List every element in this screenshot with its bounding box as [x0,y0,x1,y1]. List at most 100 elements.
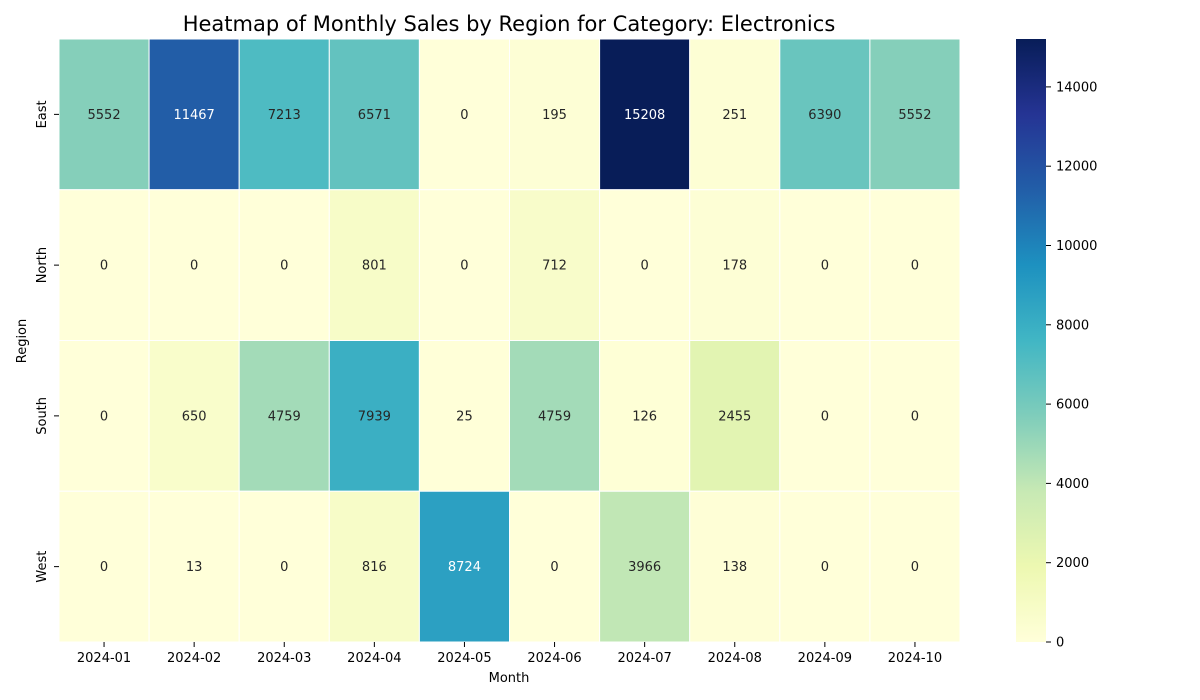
heatmap-cell [599,189,691,341]
cell-value-label: 13 [186,560,203,575]
cell-value-label: 11467 [173,108,214,123]
x-tick-label: 2024-06 [527,651,581,666]
heatmap-cell [689,38,781,191]
heatmap-cell [869,340,961,492]
y-tick-label: East [35,100,50,128]
colorbar: 0 2000 4000 6000 8000 10000 12000 14000 [1016,39,1097,651]
heatmap-cell [148,340,240,492]
cell-value-label: 816 [362,560,387,575]
heatmap-cell [58,490,150,643]
heatmap-cell [599,340,691,492]
heatmap-cell [238,189,330,341]
heatmap-cell [509,38,601,191]
colorbar-tick-label: 14000 [1056,80,1097,95]
y-axis-ticks: East North South West [35,100,59,583]
y-axis-label: Region [15,319,30,364]
colorbar-tick-label: 2000 [1056,556,1089,571]
colorbar-tick-label: 6000 [1056,398,1089,413]
cell-value-label: 801 [362,259,387,274]
heatmap-cell [58,38,150,191]
cell-value-label: 3966 [628,560,661,575]
heatmap-cell [238,340,330,492]
cell-value-label: 7939 [358,409,391,424]
cell-value-label: 0 [641,259,649,274]
colorbar-gradient [1016,39,1046,642]
cell-value-label: 0 [460,259,468,274]
colorbar-tick-label: 8000 [1056,318,1089,333]
x-tick-label: 2024-07 [617,651,671,666]
cell-value-label: 6571 [358,108,391,123]
cell-value-label: 138 [722,560,747,575]
cell-value-label: 0 [100,259,108,274]
cell-value-label: 0 [280,560,288,575]
heatmap-cell [418,340,510,492]
cell-value-label: 6390 [808,108,841,123]
x-tick-label: 2024-08 [708,651,762,666]
cell-value-label: 0 [821,560,829,575]
cell-value-label: 0 [821,409,829,424]
cell-value-label: 0 [280,259,288,274]
heatmap-cell [869,189,961,341]
heatmap-cells: 5552 11467 7213 6571 0 195 15208 251 6390 5552 0 0 0… [58,38,961,643]
y-tick-label: North [35,247,50,283]
cell-value-label: 5552 [898,108,931,123]
cell-value-label: 0 [821,259,829,274]
heatmap-cell [779,340,871,492]
heatmap-cell [689,340,781,492]
heatmap-cell [869,490,961,643]
y-tick-label: West [35,551,50,583]
heatmap-cell [689,490,781,643]
x-tick-label: 2024-10 [888,651,942,666]
y-tick-label: South [35,397,50,435]
cell-value-label: 2455 [718,409,751,424]
heatmap-cell [418,490,510,643]
cell-value-label: 7213 [268,108,301,123]
heatmap-cell [328,189,420,341]
heatmap-cell [509,189,601,341]
heatmap-cell [689,189,781,341]
cell-value-label: 0 [190,259,198,274]
heatmap-cell [599,490,691,643]
x-tick-label: 2024-05 [437,651,491,666]
x-tick-label: 2024-01 [77,651,131,666]
cell-value-label: 4759 [538,409,571,424]
colorbar-tick-label: 12000 [1056,160,1097,175]
heatmap-cell [779,189,871,341]
colorbar-ticks: 0 2000 4000 6000 8000 10000 12000 14000 [1046,80,1097,651]
heatmap-cell [779,490,871,643]
heatmap-cell [238,38,330,191]
cell-value-label: 0 [460,108,468,123]
heatmap-cell [509,490,601,643]
cell-value-label: 0 [911,259,919,274]
cell-value-label: 0 [911,409,919,424]
x-axis-ticks: 2024-01 2024-02 2024-03 2024-04 2024-05 2024-… [77,642,942,666]
cell-value-label: 4759 [268,409,301,424]
heatmap-cell [418,38,510,191]
cell-value-label: 712 [542,259,567,274]
cell-value-label: 178 [722,259,747,274]
cell-value-label: 0 [911,560,919,575]
cell-value-label: 25 [456,409,473,424]
cell-value-label: 0 [100,560,108,575]
x-tick-label: 2024-02 [167,651,221,666]
colorbar-tick-label: 4000 [1056,477,1089,492]
heatmap-cell [148,189,240,341]
cell-value-label: 5552 [88,108,121,123]
cell-value-label: 195 [542,108,567,123]
heatmap-cell [328,38,420,191]
heatmap-cell [418,189,510,341]
colorbar-tick-label: 0 [1056,636,1064,651]
cell-value-label: 650 [182,409,207,424]
x-tick-label: 2024-03 [257,651,311,666]
cell-value-label: 0 [550,560,558,575]
colorbar-tick-label: 10000 [1056,239,1097,254]
x-axis-label: Month [489,671,530,686]
heatmap-cell [148,38,240,191]
cell-value-label: 126 [632,409,657,424]
chart-title: Heatmap of Monthly Sales by Region for C… [183,12,836,36]
cell-value-label: 0 [100,409,108,424]
cell-value-label: 8724 [448,560,481,575]
cell-value-label: 251 [722,108,747,123]
heatmap-cell [869,38,961,191]
